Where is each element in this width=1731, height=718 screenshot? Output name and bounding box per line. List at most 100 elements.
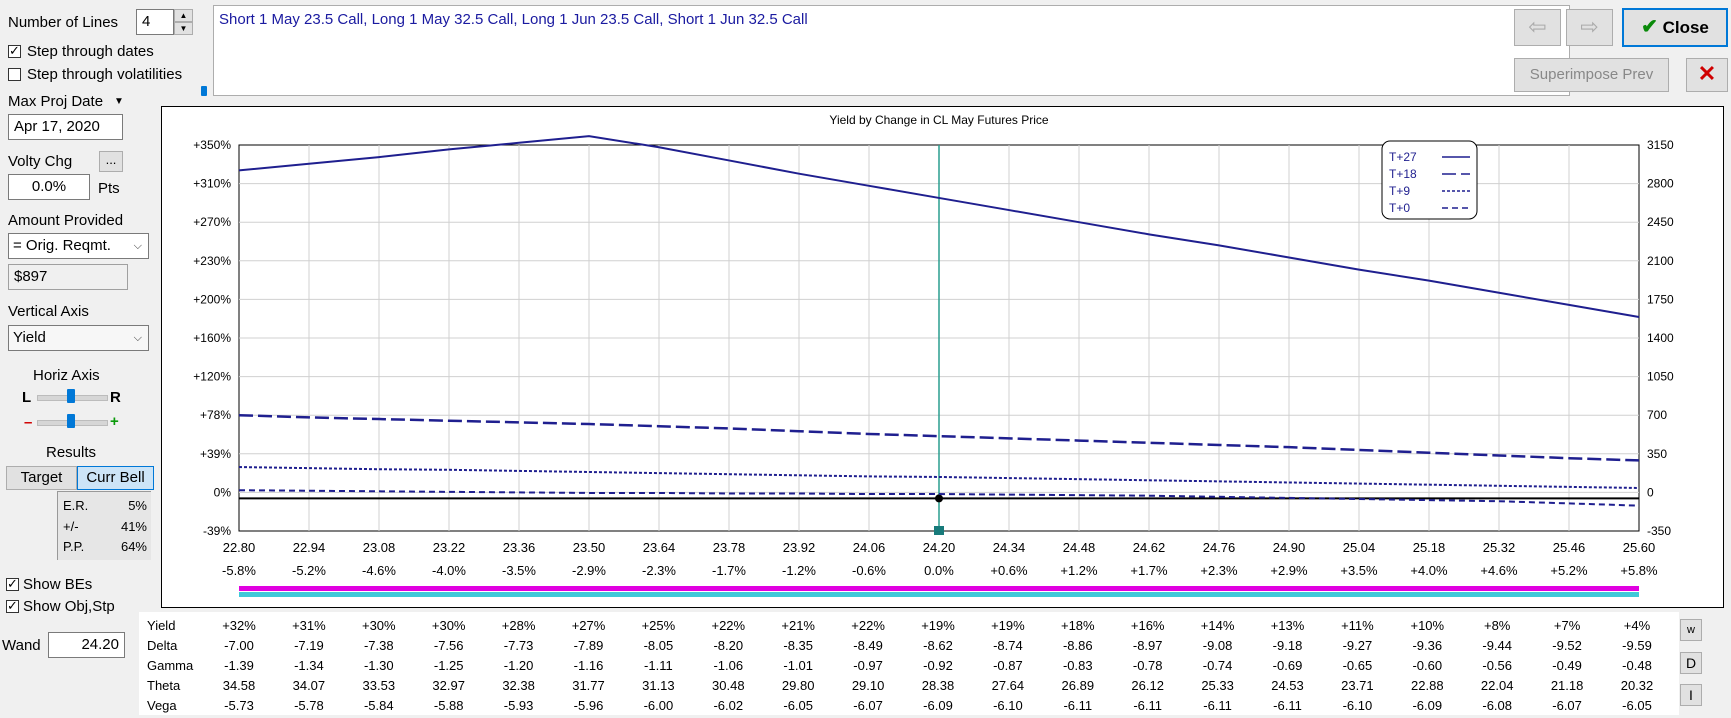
table-row: Yield +32% +31% +30% +30% +28% +27% +25% +22% +21…: [139, 618, 1679, 638]
table-cell: -6.05: [1622, 698, 1652, 713]
table-cell: 31.77: [572, 678, 605, 693]
table-cell: -6.11: [1133, 698, 1163, 713]
table-cell: +16%: [1130, 618, 1165, 633]
show-bes-label: Show BEs: [23, 576, 93, 593]
table-cell: 27.64: [991, 678, 1025, 693]
positions-box[interactable]: Short 1 May 23.5 Call, Long 1 May 32.5 C…: [213, 5, 1570, 96]
table-cell: -7.56: [433, 638, 464, 653]
y-right-tick-label: 3150: [1647, 138, 1674, 152]
table-cell: -5.73: [224, 698, 254, 713]
x-pct-label: -5.8%: [222, 563, 256, 578]
show-obj-checkbox[interactable]: [6, 598, 19, 614]
y-left-tick-label: +120%: [193, 370, 231, 384]
num-lines-input[interactable]: 4: [136, 9, 174, 35]
table-cell: -7.89: [573, 638, 604, 653]
x-pct-label: +5.8%: [1620, 563, 1658, 578]
x-pct-label: -2.9%: [572, 563, 606, 578]
table-cell: -6.10: [1342, 698, 1373, 713]
table-d-button[interactable]: D: [1680, 652, 1702, 674]
er-value: 5%: [128, 498, 147, 513]
table-cell: -0.74: [1202, 658, 1233, 673]
horiz-lr-slider-thumb[interactable]: [67, 389, 75, 403]
table-cell: -5.78: [294, 698, 324, 713]
x-pct-label: +2.3%: [1200, 563, 1238, 578]
table-cell: 22.88: [1411, 678, 1444, 693]
back-button[interactable]: ⇦: [1514, 9, 1561, 46]
x-tick-label: 24.06: [853, 540, 886, 555]
table-cell: 29.10: [851, 678, 885, 693]
vert-axis-select[interactable]: Yield ⌵: [8, 325, 149, 351]
volty-label: Volty Chg: [8, 153, 73, 170]
x-tick-label: 23.64: [643, 540, 676, 555]
table-cell: 33.53: [362, 678, 396, 693]
magenta-range-bar: [239, 586, 1639, 591]
x-tick-label: 23.92: [783, 540, 816, 555]
max-proj-label[interactable]: Max Proj Date: [8, 93, 104, 110]
forward-button[interactable]: ⇨: [1566, 9, 1613, 46]
x-tick-label: 23.78: [713, 540, 746, 555]
y-right-tick-label: 2450: [1647, 215, 1674, 229]
table-cell: +22%: [711, 618, 746, 633]
table-w-button[interactable]: w: [1680, 619, 1702, 641]
dropdown-arrow-icon[interactable]: ▼: [114, 96, 124, 107]
table-cell: -1.30: [363, 658, 394, 673]
table-cell: +30%: [361, 618, 396, 633]
volty-more-button[interactable]: ...: [99, 151, 123, 172]
curr-bell-button[interactable]: Curr Bell: [77, 466, 154, 490]
y-left-tick-label: +160%: [193, 331, 231, 345]
table-cell: +11%: [1341, 618, 1374, 633]
table-i-button[interactable]: I: [1680, 684, 1702, 706]
table-cell: -1.06: [713, 658, 744, 673]
wand-input[interactable]: 24.20: [48, 632, 125, 658]
num-lines-down-button[interactable]: ▼: [174, 22, 193, 35]
x-tick-label: 24.34: [993, 540, 1026, 555]
table-cell: 32.97: [432, 678, 465, 693]
table-cell: -9.36: [1412, 638, 1443, 653]
arrow-right-icon: ⇨: [1580, 14, 1599, 39]
table-cell: +19%: [991, 618, 1025, 633]
x-pct-label: -1.2%: [782, 563, 816, 578]
amount-select[interactable]: = Orig. Reqmt. ⌵: [8, 233, 149, 259]
table-cell: -0.78: [1132, 658, 1163, 673]
x-pct-label: -1.7%: [712, 563, 746, 578]
table-cell: -1.16: [573, 658, 604, 673]
show-bes-checkbox[interactable]: [6, 576, 19, 592]
x-tick-label: 22.94: [293, 540, 326, 555]
table-cell: -6.08: [1482, 698, 1512, 713]
vert-axis-select-value: Yield: [13, 329, 46, 346]
volty-input[interactable]: 0.0%: [8, 174, 90, 200]
num-lines-up-button[interactable]: ▲: [174, 9, 193, 22]
y-right-tick-label: 1400: [1647, 331, 1674, 345]
yield-chart[interactable]: Yield by Change in CL May Futures Price +…: [162, 107, 1723, 607]
positions-text: Short 1 May 23.5 Call, Long 1 May 32.5 C…: [219, 11, 808, 28]
table-cell: +32%: [222, 618, 256, 633]
greeks-table: Yield +32% +31% +30% +30% +28% +27% +25% +22% +21…: [139, 612, 1679, 715]
table-cell: -5.84: [363, 698, 394, 713]
cyan-range-bar: [239, 592, 1639, 597]
table-cell: 30.48: [712, 678, 745, 693]
x-pct-label: +0.6%: [990, 563, 1028, 578]
table-cell: -1.20: [503, 658, 534, 673]
table-cell: +7%: [1553, 618, 1581, 633]
table-cell: -9.08: [1202, 638, 1233, 653]
step-dates-checkbox[interactable]: [8, 43, 21, 59]
position-scroll-thumb[interactable]: [201, 86, 207, 96]
horiz-zoom-slider-thumb[interactable]: [67, 414, 75, 428]
table-cell: -8.49: [853, 638, 883, 653]
target-button[interactable]: Target: [6, 466, 77, 490]
x-tick-label: 25.46: [1553, 540, 1586, 555]
table-cell: 24.53: [1271, 678, 1304, 693]
table-cell: -6.10: [993, 698, 1023, 713]
er-label: E.R.: [63, 498, 89, 513]
table-cell: -6.07: [853, 698, 883, 713]
superimpose-button[interactable]: Superimpose Prev: [1514, 58, 1669, 92]
row-label: Vega: [147, 698, 177, 713]
chart-panel[interactable]: Yield by Change in CL May Futures Price +…: [161, 106, 1724, 608]
table-cell: 34.58: [222, 678, 256, 693]
close-button[interactable]: ✔ Close: [1622, 8, 1728, 47]
remove-button[interactable]: ✕: [1686, 58, 1728, 92]
results-box: E.R. 5% +/- 41% P.P. 64%: [57, 491, 151, 560]
step-vols-checkbox[interactable]: [8, 68, 21, 81]
row-label: Delta: [147, 638, 178, 653]
max-proj-date-input[interactable]: Apr 17, 2020: [8, 114, 123, 140]
